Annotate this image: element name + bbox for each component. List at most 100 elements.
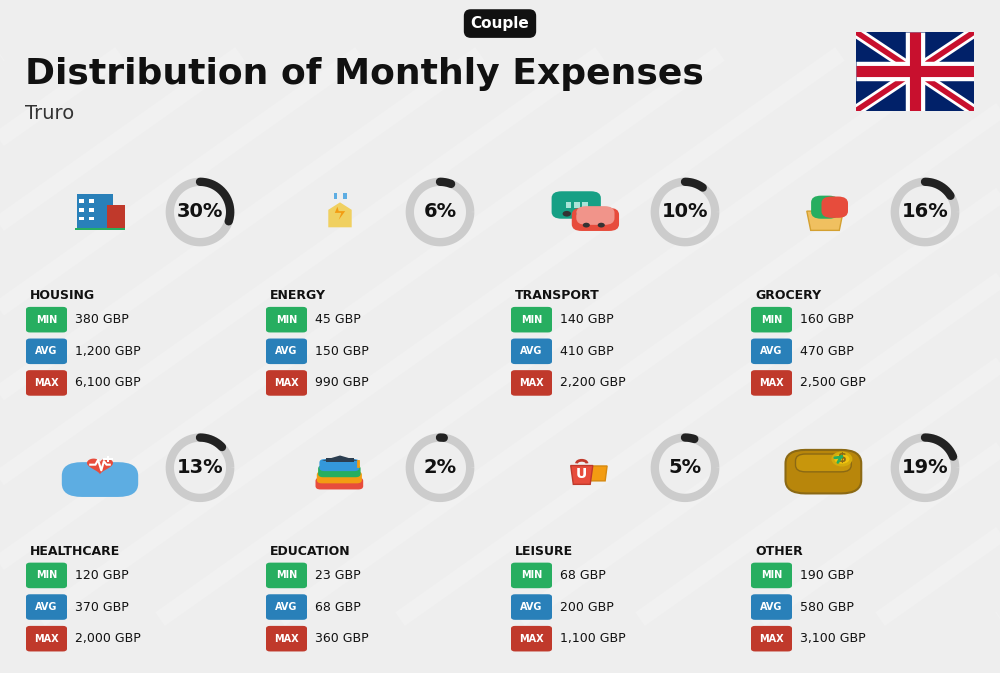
Text: 120 GBP: 120 GBP — [75, 569, 129, 582]
FancyBboxPatch shape — [751, 594, 792, 620]
FancyBboxPatch shape — [511, 594, 552, 620]
Text: 19%: 19% — [902, 458, 948, 477]
FancyBboxPatch shape — [511, 370, 552, 396]
FancyBboxPatch shape — [107, 205, 125, 229]
FancyBboxPatch shape — [89, 199, 94, 203]
Polygon shape — [328, 203, 352, 227]
FancyBboxPatch shape — [75, 228, 125, 230]
Circle shape — [833, 453, 851, 465]
Text: 2,500 GBP: 2,500 GBP — [800, 376, 866, 390]
Text: MAX: MAX — [759, 378, 784, 388]
Text: U: U — [576, 467, 587, 481]
FancyBboxPatch shape — [89, 208, 94, 211]
FancyBboxPatch shape — [26, 339, 67, 364]
FancyBboxPatch shape — [318, 465, 361, 477]
Text: 23 GBP: 23 GBP — [315, 569, 361, 582]
Polygon shape — [571, 466, 593, 485]
Text: 360 GBP: 360 GBP — [315, 632, 369, 645]
FancyBboxPatch shape — [751, 307, 792, 332]
Text: Couple: Couple — [471, 16, 529, 31]
Circle shape — [598, 223, 605, 227]
FancyBboxPatch shape — [89, 217, 94, 220]
FancyBboxPatch shape — [552, 191, 601, 219]
Text: Truro: Truro — [25, 104, 74, 123]
Polygon shape — [335, 207, 345, 220]
Text: 150 GBP: 150 GBP — [315, 345, 369, 358]
FancyBboxPatch shape — [103, 458, 113, 460]
Polygon shape — [322, 456, 358, 461]
Text: HEALTHCARE: HEALTHCARE — [30, 545, 120, 558]
FancyBboxPatch shape — [511, 339, 552, 364]
Text: MIN: MIN — [36, 315, 57, 324]
Text: 30%: 30% — [177, 203, 223, 221]
Text: 140 GBP: 140 GBP — [560, 313, 614, 326]
FancyBboxPatch shape — [343, 192, 347, 199]
Text: MIN: MIN — [761, 315, 782, 324]
Text: MAX: MAX — [274, 378, 299, 388]
Polygon shape — [807, 211, 843, 230]
Text: 190 GBP: 190 GBP — [800, 569, 854, 582]
Polygon shape — [588, 466, 607, 481]
Text: 1,200 GBP: 1,200 GBP — [75, 345, 141, 358]
Text: AVG: AVG — [35, 602, 58, 612]
Text: ENERGY: ENERGY — [270, 289, 326, 302]
Text: 2,200 GBP: 2,200 GBP — [560, 376, 626, 390]
Text: TRANSPORT: TRANSPORT — [515, 289, 600, 302]
FancyBboxPatch shape — [572, 208, 619, 231]
Circle shape — [583, 223, 590, 227]
Text: AVG: AVG — [275, 602, 298, 612]
Text: 470 GBP: 470 GBP — [800, 345, 854, 358]
Text: AVG: AVG — [520, 602, 543, 612]
FancyBboxPatch shape — [751, 563, 792, 588]
FancyBboxPatch shape — [751, 339, 792, 364]
FancyBboxPatch shape — [26, 594, 67, 620]
Text: 5%: 5% — [668, 458, 702, 477]
Text: EDUCATION: EDUCATION — [270, 545, 351, 558]
FancyBboxPatch shape — [316, 478, 363, 489]
Text: MAX: MAX — [274, 634, 299, 643]
Text: 380 GBP: 380 GBP — [75, 313, 129, 326]
FancyBboxPatch shape — [751, 370, 792, 396]
FancyBboxPatch shape — [566, 203, 571, 207]
Text: 580 GBP: 580 GBP — [800, 600, 854, 614]
Text: AVG: AVG — [275, 347, 298, 356]
FancyBboxPatch shape — [26, 307, 67, 332]
FancyBboxPatch shape — [511, 307, 552, 332]
FancyBboxPatch shape — [26, 370, 67, 396]
Text: 160 GBP: 160 GBP — [800, 313, 854, 326]
Text: 68 GBP: 68 GBP — [315, 600, 361, 614]
Text: OTHER: OTHER — [755, 545, 803, 558]
FancyBboxPatch shape — [334, 192, 337, 199]
FancyBboxPatch shape — [582, 203, 588, 207]
Text: MIN: MIN — [761, 571, 782, 580]
Text: 2%: 2% — [423, 458, 457, 477]
Circle shape — [576, 211, 585, 217]
FancyBboxPatch shape — [576, 206, 614, 225]
Text: MIN: MIN — [276, 315, 297, 324]
Text: 13%: 13% — [177, 458, 223, 477]
FancyBboxPatch shape — [266, 370, 307, 396]
Text: HOUSING: HOUSING — [30, 289, 95, 302]
FancyBboxPatch shape — [511, 626, 552, 651]
FancyBboxPatch shape — [77, 194, 113, 229]
FancyBboxPatch shape — [62, 462, 138, 497]
Text: 45 GBP: 45 GBP — [315, 313, 361, 326]
FancyBboxPatch shape — [266, 339, 307, 364]
Text: 6,100 GBP: 6,100 GBP — [75, 376, 141, 390]
Text: 3,100 GBP: 3,100 GBP — [800, 632, 866, 645]
FancyBboxPatch shape — [266, 626, 307, 651]
Text: 1,100 GBP: 1,100 GBP — [560, 632, 626, 645]
Text: MAX: MAX — [34, 378, 59, 388]
FancyBboxPatch shape — [786, 450, 861, 493]
FancyBboxPatch shape — [266, 307, 307, 332]
Text: 200 GBP: 200 GBP — [560, 600, 614, 614]
Text: 6%: 6% — [423, 203, 457, 221]
FancyBboxPatch shape — [266, 594, 307, 620]
FancyBboxPatch shape — [317, 471, 362, 483]
Text: AVG: AVG — [35, 347, 58, 356]
FancyBboxPatch shape — [107, 456, 109, 462]
Circle shape — [563, 211, 571, 217]
FancyBboxPatch shape — [26, 626, 67, 651]
Text: $: $ — [838, 452, 846, 466]
FancyBboxPatch shape — [511, 563, 552, 588]
